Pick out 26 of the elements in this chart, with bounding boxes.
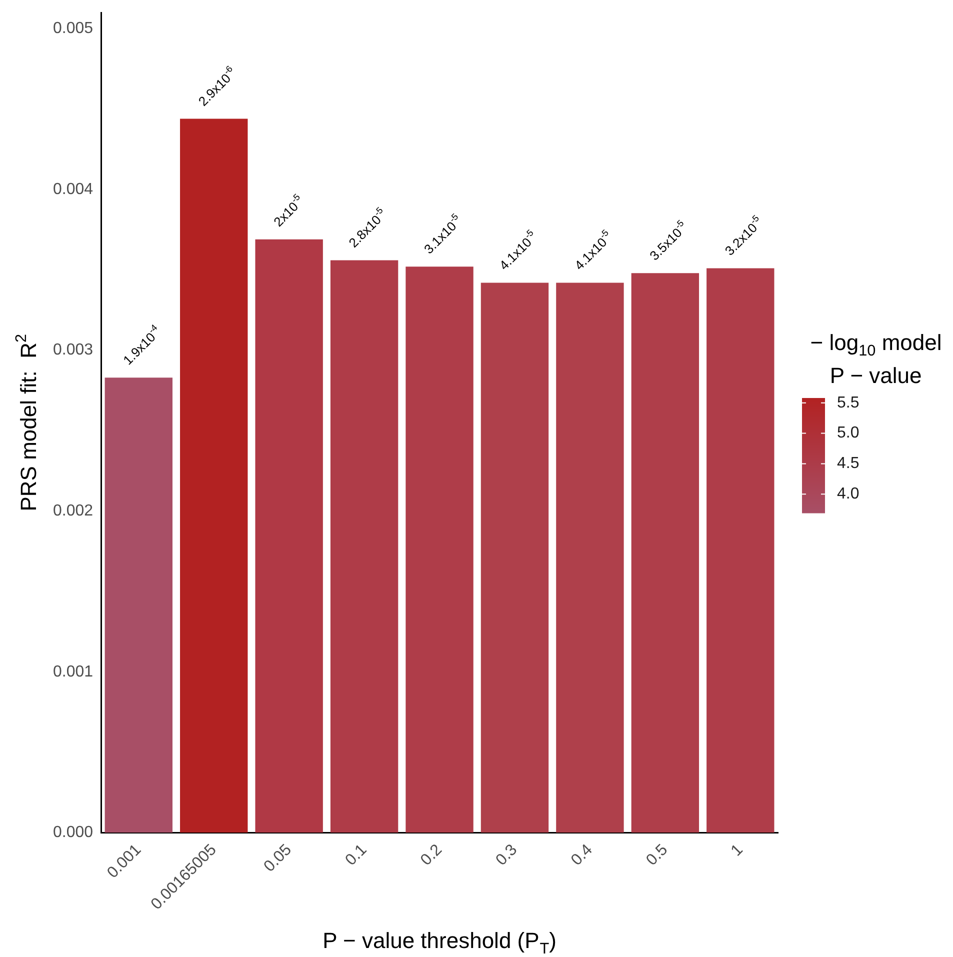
y-tick-label: 0.003 (52, 342, 94, 359)
bar (706, 268, 774, 833)
x-tick-label: 0.3 (492, 841, 521, 870)
bar (330, 260, 398, 833)
y-tick-label: 0.004 (52, 180, 94, 198)
bar (556, 282, 624, 833)
bar (480, 282, 549, 833)
x-tick-label: 0.1 (342, 841, 370, 870)
color-bar-label: 4.0 (837, 486, 860, 503)
bar (406, 266, 474, 833)
x-tick-label: 0.5 (643, 841, 672, 870)
x-tick-label: 0.4 (568, 841, 596, 870)
x-tick-label: 0.2 (418, 841, 446, 870)
color-bar-label: 5.5 (837, 394, 860, 412)
y-tick-label: 0.005 (52, 20, 94, 38)
bar (104, 378, 172, 833)
bar (180, 118, 248, 833)
y-tick-label: 0.001 (52, 663, 94, 680)
y-axis-title: PRS model fit: R2 (13, 334, 41, 512)
y-tick-label: 0.000 (52, 824, 94, 842)
y-tick-label: 0.002 (52, 502, 94, 520)
bar (631, 273, 700, 833)
color-bar-label: 5.0 (837, 424, 860, 442)
color-bar-label: 4.5 (837, 455, 860, 472)
x-tick-label: 1 (728, 841, 746, 860)
bar (255, 239, 323, 833)
